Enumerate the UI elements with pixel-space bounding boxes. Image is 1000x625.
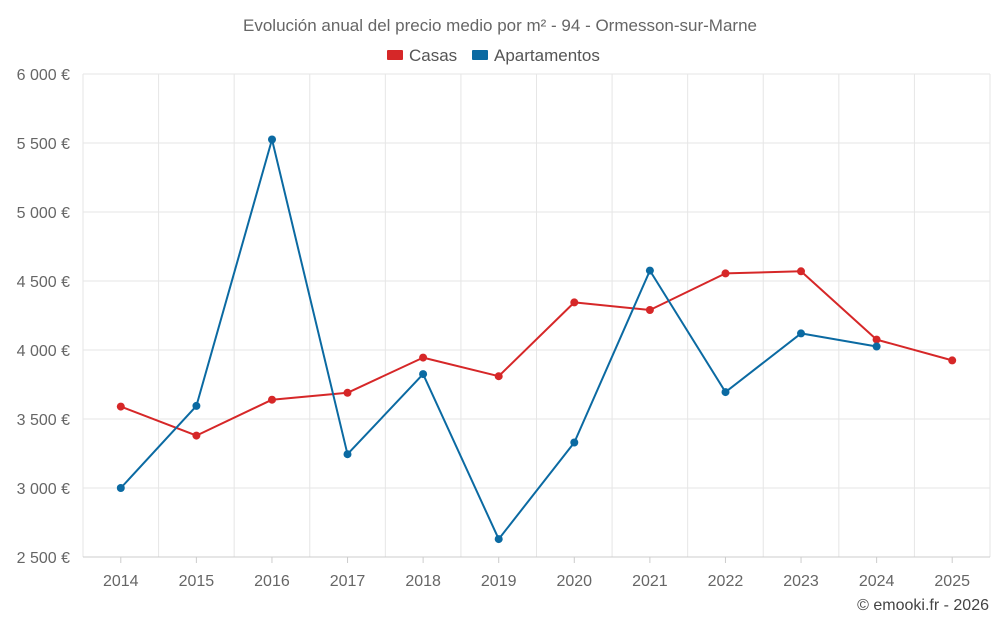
series-line-casas	[120, 270, 953, 437]
data-point-casas-2014[interactable]	[116, 402, 125, 411]
data-point-apartamentos-2016[interactable]	[268, 135, 276, 144]
data-point-casas-2019[interactable]	[494, 372, 503, 381]
data-point-apartamentos-2023[interactable]	[797, 329, 805, 338]
data-point-casas-2016[interactable]	[268, 395, 276, 404]
x-tick-label: 2018	[405, 573, 441, 590]
data-point-apartamentos-2019[interactable]	[494, 535, 503, 544]
legend-label-casas: Casas	[409, 46, 457, 65]
y-tick-label: 6 000 €	[17, 67, 70, 84]
series	[116, 135, 957, 544]
axes: 2 500 € 3 000 € 3 500 € 4 000 € 4 500 € 5 000…	[17, 67, 990, 590]
data-point-apartamentos-2020[interactable]	[570, 438, 579, 447]
x-tick-label: 2023	[783, 573, 819, 590]
x-tick-label: 2024	[859, 573, 895, 590]
legend: Casas Apartamentos	[387, 46, 600, 65]
x-tick-label: 2019	[481, 573, 517, 590]
legend-item-apartamentos[interactable]: Apartamentos	[472, 46, 600, 65]
series-apartamentos	[116, 135, 881, 544]
legend-label-apartamentos: Apartamentos	[494, 46, 600, 65]
series-casas	[116, 267, 957, 440]
x-tick-label: 2017	[330, 573, 366, 590]
y-tick-label: 3 000 €	[17, 481, 70, 498]
y-tick-label: 3 500 €	[17, 412, 70, 429]
legend-swatch-apartamentos	[472, 50, 488, 60]
data-point-apartamentos-2014[interactable]	[116, 484, 125, 492]
chart-title: Evolución anual del precio medio por m² …	[243, 16, 757, 35]
x-tick-label: 2016	[254, 573, 290, 590]
data-point-casas-2015[interactable]	[192, 431, 201, 440]
x-tick-label: 2022	[708, 573, 744, 590]
credit-text: © emooki.fr - 2026	[857, 597, 989, 614]
data-point-casas-2025[interactable]	[948, 356, 957, 365]
x-tick-label: 2025	[934, 573, 970, 590]
x-tick-label: 2015	[179, 573, 215, 590]
legend-swatch-casas	[387, 50, 403, 60]
data-point-apartamentos-2021[interactable]	[645, 266, 654, 275]
data-point-casas-2020[interactable]	[570, 298, 579, 307]
data-point-apartamentos-2024[interactable]	[872, 342, 881, 351]
grid	[82, 73, 991, 557]
data-point-apartamentos-2022[interactable]	[721, 388, 730, 397]
data-point-casas-2021[interactable]	[645, 306, 654, 314]
y-tick-label: 4 000 €	[17, 343, 70, 360]
data-point-casas-2017[interactable]	[343, 388, 352, 397]
y-tick-label: 5 500 €	[17, 136, 70, 153]
x-tick-label: 2021	[632, 573, 668, 590]
data-point-casas-2023[interactable]	[797, 267, 805, 276]
data-point-apartamentos-2015[interactable]	[192, 401, 201, 410]
data-point-casas-2018[interactable]	[419, 353, 428, 362]
y-tick-label: 5 000 €	[17, 205, 70, 222]
data-point-casas-2022[interactable]	[721, 269, 730, 278]
data-point-apartamentos-2018[interactable]	[419, 370, 428, 379]
y-tick-label: 2 500 €	[17, 550, 70, 567]
x-tick-label: 2014	[103, 573, 139, 590]
y-tick-label: 4 500 €	[17, 274, 70, 291]
data-point-casas-2024[interactable]	[872, 335, 881, 344]
legend-item-casas[interactable]: Casas	[387, 46, 457, 65]
data-point-apartamentos-2017[interactable]	[343, 450, 352, 459]
x-tick-label: 2020	[556, 573, 592, 590]
